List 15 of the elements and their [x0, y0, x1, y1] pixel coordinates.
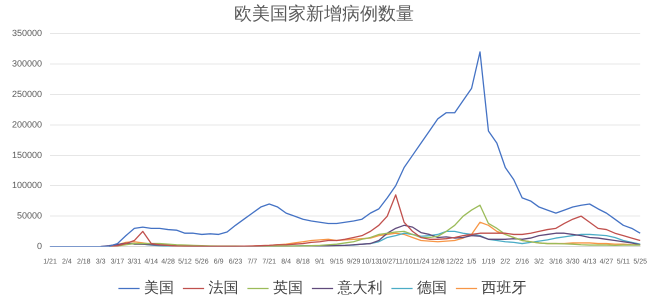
y-tick-label: 350000	[12, 28, 42, 38]
y-tick-label: 150000	[12, 150, 42, 160]
legend-label: 西班牙	[482, 278, 526, 296]
legend-label: 德国	[417, 278, 447, 296]
legend-label: 意大利	[336, 278, 382, 296]
legend-label: 法国	[208, 278, 238, 296]
y-tick-label: 100000	[12, 180, 42, 190]
legend-label: 美国	[144, 278, 174, 296]
y-tick-label: 250000	[12, 88, 42, 99]
y-tick-label: 0	[37, 241, 42, 252]
legend-label: 英国	[273, 278, 303, 296]
y-tick-label: 200000	[12, 119, 42, 130]
chart-title: 欧美国家新增病例数量	[234, 3, 414, 24]
y-tick-label: 300000	[12, 58, 42, 69]
y-tick-label: 50000	[17, 210, 42, 221]
